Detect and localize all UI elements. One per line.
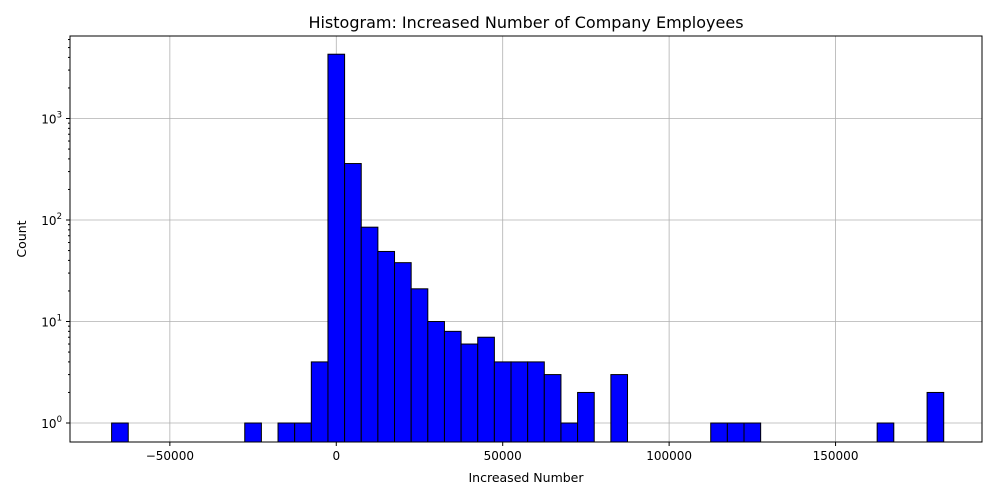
y-tick-label: 100 (41, 415, 62, 431)
histogram-bar (527, 361, 545, 443)
histogram-bar (310, 361, 329, 443)
histogram-bar (543, 374, 562, 443)
y-axis-label: Count (14, 220, 29, 257)
histogram-bar (410, 288, 429, 443)
histogram-bar (743, 422, 762, 443)
y-tick-label: 102 (41, 212, 62, 228)
x-tick-label: 100000 (646, 449, 692, 463)
histogram-bar (294, 422, 312, 443)
histogram-bar (244, 422, 262, 443)
y-tick-label-exponent: 3 (57, 111, 62, 121)
histogram-bar (394, 262, 412, 443)
histogram-bar (344, 163, 362, 443)
plot-frame (69, 35, 983, 443)
y-tick-label-exponent: 1 (57, 314, 62, 324)
histogram-bar (427, 321, 445, 443)
x-axis-label: Increased Number (468, 470, 584, 485)
histogram-bar (577, 391, 595, 443)
histogram-bar (610, 374, 629, 443)
y-tick-label-base: 10 (41, 316, 56, 330)
x-axis-ticks: −50000 0 50000 100000 150000 (146, 442, 859, 463)
x-tick-label: 0 (332, 449, 340, 463)
y-tick-label-base: 10 (41, 113, 56, 127)
histogram-bar (460, 343, 479, 443)
x-tick-label: 150000 (813, 449, 859, 463)
histogram-bar (493, 361, 512, 443)
histogram-bar (377, 250, 396, 443)
histogram-bar (277, 422, 296, 443)
x-tick-label: −50000 (146, 449, 194, 463)
y-tick-label-exponent: 0 (57, 415, 62, 425)
y-tick-label-base: 10 (41, 214, 56, 228)
histogram-bar (876, 422, 895, 443)
histogram-bar (327, 53, 346, 443)
histogram-bar (111, 422, 129, 443)
histogram-bar (477, 336, 495, 443)
y-tick-label-exponent: 2 (57, 212, 62, 222)
x-tick-label: 50000 (484, 449, 522, 463)
y-tick-label: 103 (41, 111, 62, 127)
histogram-bar (360, 226, 379, 443)
histogram-bar (926, 391, 945, 443)
histogram-bar (726, 422, 745, 443)
histogram-bar (560, 422, 579, 443)
histogram-bar (710, 422, 728, 443)
y-tick-label: 101 (41, 314, 62, 330)
histogram-bar (443, 330, 462, 443)
y-tick-label-base: 10 (41, 417, 56, 431)
histogram-bar (510, 361, 529, 443)
chart-title: Histogram: Increased Number of Company E… (308, 13, 743, 32)
